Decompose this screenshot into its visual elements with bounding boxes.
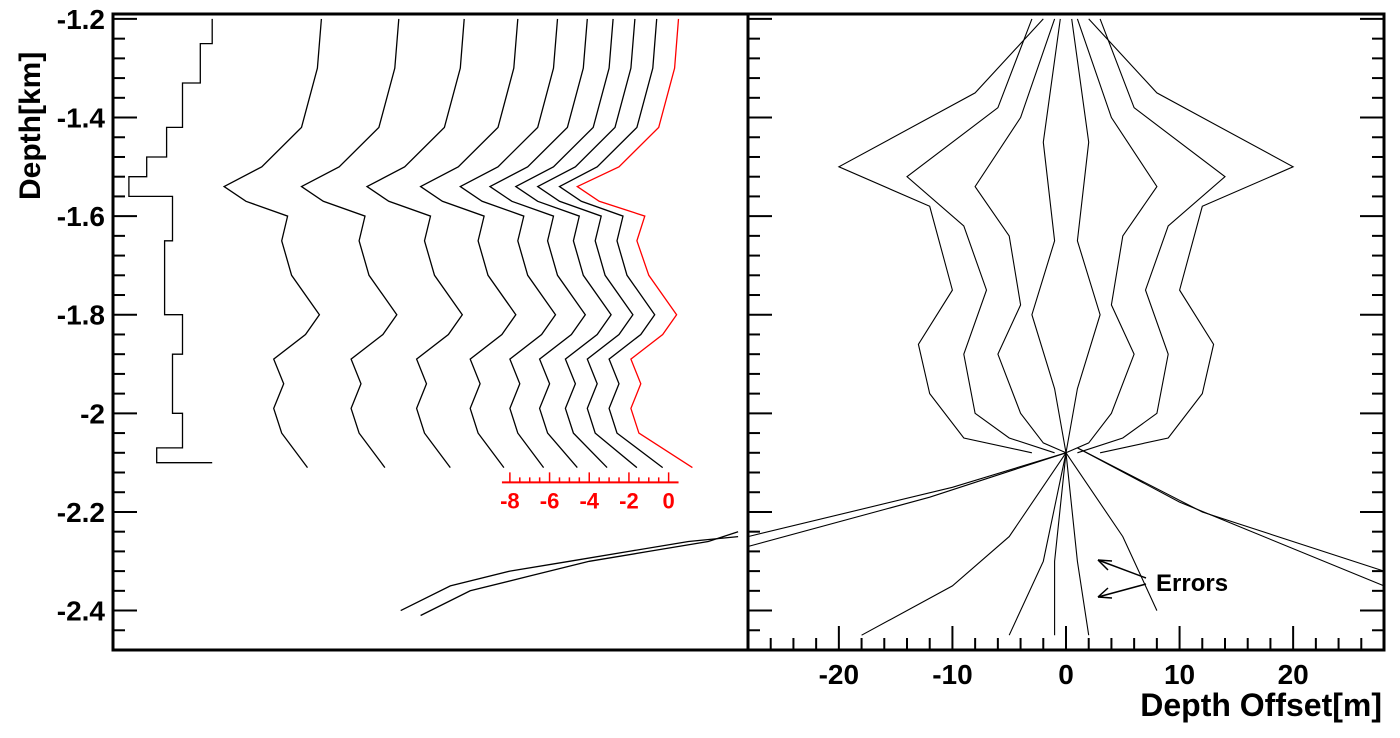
left-series-line-10 bbox=[128, 18, 213, 464]
x-tick-label: -20 bbox=[819, 659, 859, 690]
y-tick-label: -2 bbox=[80, 398, 105, 429]
right-series-line-3 bbox=[1077, 18, 1226, 454]
left-series-line-2 bbox=[536, 18, 638, 469]
errors-label: Errors bbox=[1156, 570, 1228, 597]
y-tick-label: -2.4 bbox=[57, 596, 106, 627]
left-series-line-0 bbox=[575, 18, 693, 469]
right-series-line-13 bbox=[1008, 452, 1067, 636]
inset-tick-label: -6 bbox=[540, 488, 560, 513]
left-series-line-3 bbox=[514, 18, 614, 469]
right-series-line-10 bbox=[1077, 447, 1385, 572]
right-series-line-8 bbox=[747, 452, 1067, 538]
y-tick-label: -2.2 bbox=[57, 497, 105, 528]
right-series-line-4 bbox=[974, 18, 1067, 454]
left-series-line-9 bbox=[222, 18, 323, 468]
x-axis-label: Depth Offset[m] bbox=[1140, 687, 1382, 723]
inset-axis-group: -8 -6 -4 -2 0 bbox=[500, 472, 679, 513]
x-tick-label: -10 bbox=[932, 659, 972, 690]
errors-arrow-upper bbox=[1097, 559, 1147, 579]
right-series-group bbox=[747, 18, 1385, 636]
right-series-line-16 bbox=[1065, 452, 1158, 611]
inset-tick-label: -4 bbox=[579, 488, 599, 513]
right-series-line-0 bbox=[837, 18, 1044, 454]
x-tick-label: 20 bbox=[1278, 659, 1309, 690]
left-series-line-12 bbox=[420, 531, 739, 617]
left-series-line-6 bbox=[419, 18, 519, 468]
y-axis-label: Depth[km] bbox=[14, 52, 47, 200]
right-series-line-11 bbox=[1077, 447, 1385, 587]
x-tick-label: 10 bbox=[1164, 659, 1195, 690]
errors-arrowhead-lower bbox=[1097, 587, 1113, 599]
left-series-line-8 bbox=[300, 18, 400, 468]
left-series-line-7 bbox=[365, 18, 465, 468]
y-tick-label: -1.2 bbox=[57, 4, 105, 35]
errors-annotation: Errors bbox=[1097, 559, 1228, 599]
right-series-line-6 bbox=[1031, 18, 1067, 453]
inset-tick-label: -2 bbox=[619, 488, 639, 513]
left-series-line-1 bbox=[558, 18, 664, 469]
right-series-line-7 bbox=[1065, 18, 1101, 453]
axis-ticks-group: -1.2-1.4-1.6-1.8-2-2.2-2.4-20 -10 0 10 20 bbox=[57, 4, 1385, 690]
inset-tick-label: 0 bbox=[663, 488, 675, 513]
errors-arrow-lower bbox=[1097, 583, 1147, 598]
x-tick-label: 0 bbox=[1058, 659, 1074, 690]
right-series-line-2 bbox=[906, 18, 1055, 454]
left-series-line-5 bbox=[459, 18, 559, 468]
inset-tick-label: -8 bbox=[500, 488, 520, 513]
right-series-line-1 bbox=[1088, 18, 1295, 454]
y-tick-label: -1.8 bbox=[57, 300, 105, 331]
right-series-line-5 bbox=[1065, 18, 1158, 454]
errors-arrowhead-upper bbox=[1097, 559, 1113, 571]
y-tick-label: -1.4 bbox=[57, 103, 106, 134]
right-series-line-14 bbox=[1054, 452, 1067, 636]
right-series-line-12 bbox=[861, 452, 1067, 636]
left-series-line-4 bbox=[488, 18, 588, 469]
left-series-group bbox=[128, 18, 739, 617]
left-series-line-11 bbox=[400, 535, 739, 612]
right-series-line-15 bbox=[1065, 452, 1090, 636]
right-series-line-9 bbox=[747, 452, 1067, 548]
y-tick-label: -1.6 bbox=[57, 201, 105, 232]
